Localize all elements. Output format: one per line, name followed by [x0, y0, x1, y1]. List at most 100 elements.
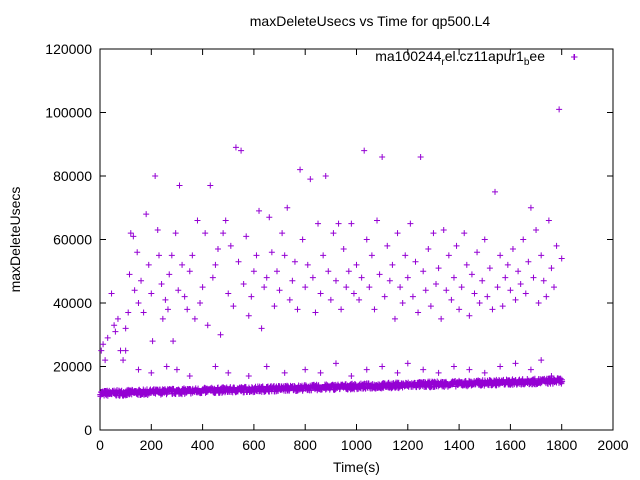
data-point: [104, 334, 111, 341]
data-point: [332, 360, 339, 367]
x-tick-label: 0: [96, 437, 104, 453]
data-point: [122, 347, 129, 354]
data-point: [212, 363, 219, 370]
data-point: [548, 265, 555, 272]
data-point: [348, 220, 355, 227]
data-point: [197, 300, 204, 306]
data-point: [308, 387, 315, 394]
data-point: [186, 268, 193, 275]
data-point: [214, 246, 221, 253]
data-point: [556, 106, 563, 113]
data-point: [194, 217, 201, 224]
data-point: [440, 226, 447, 233]
data-point: [179, 261, 186, 268]
legend-label-sub1: r: [441, 57, 445, 68]
y-axis: 0 20000 40000 60000 80000 100000 120000: [45, 41, 613, 438]
y-tick-label: 80000: [53, 168, 92, 184]
plot-frame: [99, 48, 614, 431]
data-point: [479, 277, 486, 284]
data-point: [250, 268, 257, 275]
data-point: [384, 242, 391, 249]
data-point: [394, 230, 401, 237]
data-point: [435, 369, 442, 376]
data-point: [430, 230, 437, 237]
data-point: [497, 363, 504, 370]
data-point: [445, 252, 452, 259]
data-point: [248, 293, 255, 300]
data-point: [320, 252, 327, 259]
data-point: [111, 322, 118, 329]
data-point: [222, 217, 229, 224]
data-point: [361, 147, 368, 154]
data-point: [289, 277, 296, 284]
data-point: [402, 252, 409, 259]
data-point: [461, 230, 468, 237]
data-point: [135, 366, 142, 373]
x-tick-label: 1000: [341, 437, 372, 453]
data-point: [173, 366, 180, 373]
data-point: [350, 290, 357, 297]
x-tick-label: 400: [191, 437, 215, 453]
data-point: [243, 233, 250, 240]
legend-label-end: ee: [529, 48, 545, 64]
data-point: [172, 230, 179, 237]
data-point: [122, 325, 129, 332]
data-point: [368, 252, 375, 259]
data-point: [332, 277, 339, 284]
data-point: [481, 236, 488, 243]
legend-label: ma100244rel.cz11apur1bee: [375, 48, 545, 68]
data-point: [345, 268, 352, 275]
data-point: [163, 363, 170, 370]
data-point: [130, 233, 137, 240]
data-point: [189, 252, 196, 259]
data-point: [417, 153, 424, 160]
data-point: [543, 293, 550, 300]
y-axis-label: maxDeleteUsecs: [7, 187, 23, 293]
data-point: [422, 287, 429, 294]
data-point: [409, 293, 416, 300]
data-point: [120, 357, 127, 364]
data-point: [481, 369, 488, 376]
data-point: [348, 373, 355, 380]
data-point: [263, 274, 270, 281]
data-point: [486, 265, 493, 272]
data-point: [504, 261, 511, 268]
x-tick-label: 800: [294, 437, 318, 453]
data-point: [258, 325, 265, 332]
data-point: [466, 312, 473, 319]
data-point: [184, 306, 191, 313]
data-point: [420, 366, 427, 373]
data-point: [117, 347, 124, 354]
data-point: [494, 284, 501, 291]
data-point: [162, 296, 169, 303]
data-point: [235, 258, 242, 265]
data-point: [108, 290, 115, 297]
y-tick-label: 0: [84, 422, 92, 438]
legend-label-sub2: b: [524, 57, 530, 68]
data-point: [284, 204, 291, 211]
data-point: [463, 261, 470, 268]
data-point: [517, 280, 524, 287]
data-point: [527, 204, 534, 211]
data-point: [404, 360, 411, 367]
data-point: [140, 309, 147, 316]
data-point: [202, 230, 209, 237]
data-point: [330, 230, 337, 237]
data-point: [225, 369, 232, 376]
data-point: [181, 293, 188, 300]
data-point: [515, 268, 522, 275]
data-points: [97, 53, 578, 400]
data-point: [391, 315, 398, 322]
data-point: [302, 284, 309, 291]
data-point: [433, 280, 440, 287]
data-point: [317, 290, 324, 297]
data-point: [366, 284, 373, 291]
data-point: [553, 242, 560, 249]
data-point: [468, 271, 475, 278]
data-point: [489, 306, 496, 313]
data-point: [502, 274, 509, 281]
data-point: [240, 280, 247, 287]
data-point: [294, 306, 301, 313]
data-point: [456, 306, 463, 313]
